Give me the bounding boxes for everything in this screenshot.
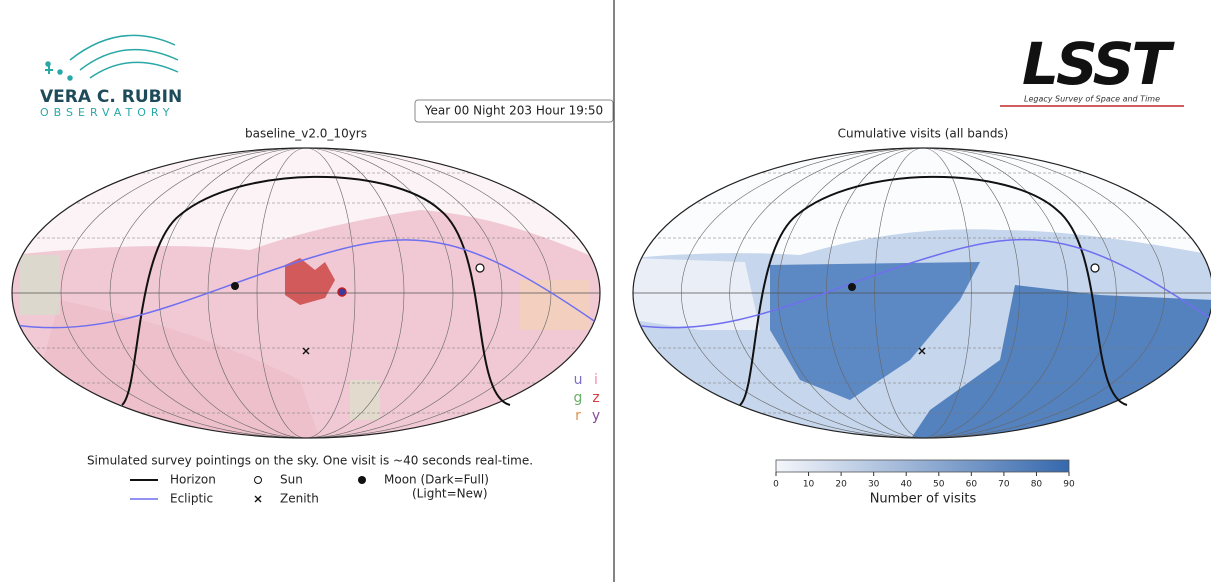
colorbar-tick-label: 0: [773, 480, 779, 490]
colorbar-label: Number of visits: [870, 492, 977, 507]
colorbar-ticks: 0 10 20 30 40 50 60 70 80 90: [773, 472, 1075, 490]
colorbar-tick-label: 60: [966, 480, 978, 490]
colorbar-tick-label: 20: [835, 480, 847, 490]
rubin-sub: OBSERVATORY: [40, 106, 175, 119]
caption: Simulated survey pointings on the sky. O…: [87, 454, 533, 468]
legend-moon-marker: [358, 476, 366, 484]
filter-label: r: [575, 408, 581, 424]
timestamp: Year 00 Night 203 Hour 19:50: [424, 104, 603, 118]
legend-sun: Sun: [280, 473, 303, 487]
pointing: [337, 287, 347, 297]
zenith: [302, 347, 310, 355]
colorbar-tick-label: 50: [933, 480, 945, 490]
legend-ecliptic: Ecliptic: [170, 492, 213, 506]
timestamp-box: [414, 99, 614, 123]
right-ecliptic: [633, 238, 1211, 329]
legend-horizon: Horizon: [170, 473, 216, 487]
ecliptic: [14, 239, 600, 329]
left-sky: [12, 148, 600, 438]
filter-label: z: [592, 390, 599, 406]
filter-label: u: [574, 372, 583, 388]
moon: [231, 282, 239, 290]
right-sky: [633, 148, 1211, 438]
colorbar-tick-label: 90: [1063, 480, 1075, 490]
right-outline: [632, 147, 1211, 439]
colorbar-tick-label: 70: [998, 480, 1010, 490]
right-horizon: [739, 175, 1128, 406]
horizon: [121, 175, 511, 406]
filter-label: g: [574, 390, 583, 406]
legend-moon-2: (Light=New): [412, 487, 488, 501]
legend-moon: Moon (Dark=Full): [384, 473, 489, 487]
legend-sun-marker: [254, 476, 262, 484]
right-title: Cumulative visits (all bands): [838, 127, 1009, 141]
lsst-tagline: Legacy Survey of Space and Time: [1024, 95, 1160, 104]
legend-zenith: Zenith: [280, 492, 319, 506]
colorbar-tick-label: 10: [803, 480, 815, 490]
colorbar-tick-label: 80: [1031, 480, 1043, 490]
colorbar-tick-label: 30: [868, 480, 880, 490]
colorbar: [775, 459, 1070, 473]
right-zenith: [918, 347, 926, 355]
sun: [475, 263, 485, 273]
rubin-logo: [45, 34, 179, 81]
legend-zenith-marker: [254, 495, 262, 503]
right-sun: [1090, 263, 1100, 273]
left-title: baseline_v2.0_10yrs: [245, 127, 367, 141]
right-moon: [848, 283, 856, 291]
filter-label: y: [592, 408, 600, 424]
filter-legend: ugr izy: [574, 372, 601, 424]
rubin-name: VERA C. RUBIN: [40, 87, 182, 107]
filter-label: i: [594, 372, 598, 388]
colorbar-tick-label: 40: [900, 480, 912, 490]
lsst-logo: LSST: [1022, 30, 1175, 98]
left-outline: [11, 147, 601, 439]
